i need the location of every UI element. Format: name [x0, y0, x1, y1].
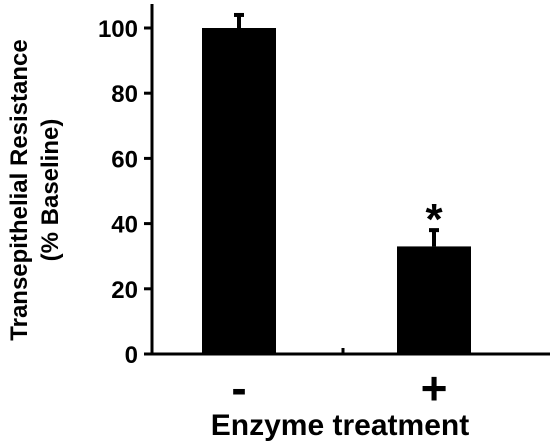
y-tick-label: 60 [111, 146, 138, 173]
x-tick-label: + [421, 362, 448, 414]
y-axis-label-line1: Transepithelial Resistance [6, 39, 33, 340]
y-tick-label: 80 [111, 81, 138, 108]
y-axis-label-line2: (% Baseline) [37, 119, 64, 262]
y-tick-label: 20 [111, 277, 138, 304]
x-axis-label: Enzyme treatment [211, 409, 469, 442]
bar [397, 246, 471, 354]
significance-marker: * [425, 195, 443, 244]
y-tick-label: 0 [125, 342, 138, 369]
bars: - + * [202, 12, 471, 414]
x-tick-label: - [231, 362, 246, 414]
bar [202, 28, 276, 354]
y-tick-label: 40 [111, 212, 138, 239]
y-ticks: 0 20 40 60 80 100 [98, 16, 345, 369]
y-tick-label: 100 [98, 16, 138, 43]
